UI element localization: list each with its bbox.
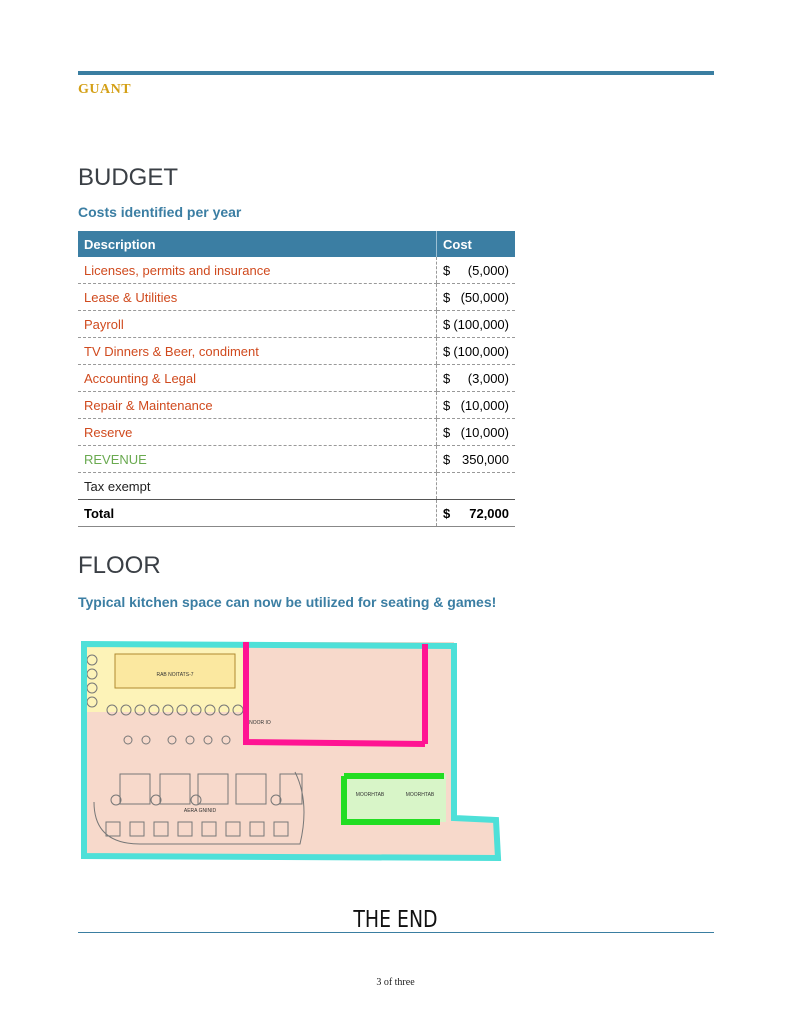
table-row: Payroll $ (100,000) [78, 310, 515, 338]
end-text: THE END [353, 907, 438, 933]
plan-label: AERA GNINID [184, 808, 217, 814]
currency: $ [443, 397, 451, 413]
amount: (100,000) [453, 343, 509, 359]
amount: (10,000) [460, 397, 509, 413]
currency: $ [443, 451, 451, 467]
description-cell: Total [78, 499, 437, 527]
amount: (50,000) [460, 289, 509, 305]
column-header: Cost [436, 231, 515, 257]
plan-label: RAB NOITATS-7 [156, 672, 193, 678]
table-row: Licenses, permits and insurance $ (5,000) [78, 257, 515, 284]
footer-rule [78, 932, 714, 933]
cost-cell: $ (3,000) [436, 364, 515, 392]
section-title: BUDGET [78, 164, 179, 191]
header-rule [78, 71, 714, 75]
amount: (10,000) [460, 424, 509, 440]
cost-cell: $350,000 [436, 445, 515, 473]
plan-label: MOORHTAB [406, 792, 435, 798]
brand: GUANT [78, 82, 132, 97]
table-row: Total $72,000 [78, 499, 515, 527]
table-row: Tax exempt [78, 472, 515, 500]
currency: $ [443, 370, 451, 386]
currency: $ [443, 289, 451, 305]
cost-cell: $72,000 [436, 499, 515, 527]
cost-cell [436, 472, 515, 500]
description-cell: Accounting & Legal [78, 364, 437, 392]
description-cell: TV Dinners & Beer, condiment [78, 337, 437, 365]
amount: 72,000 [469, 505, 509, 521]
amount: (100,000) [453, 316, 509, 332]
section-subtitle: Typical kitchen space can now be utilize… [78, 594, 497, 610]
description-cell: Payroll [78, 310, 437, 338]
cost-cell: $ (100,000) [436, 310, 515, 338]
section-title: FLOOR [78, 552, 161, 579]
currency: $ [443, 424, 451, 440]
amount: 350,000 [462, 451, 509, 467]
floor-plan: RAB NOITATS-7 NOOR IO MOORHTAB MOORHTAB … [81, 640, 502, 862]
description-cell: Licenses, permits and insurance [78, 257, 437, 284]
currency: $ [443, 343, 451, 359]
description-cell: Tax exempt [78, 472, 437, 500]
description-cell: Repair & Maintenance [78, 391, 437, 419]
plan-label: MOORHTAB [356, 792, 385, 798]
table-row: Reserve $ (10,000) [78, 418, 515, 446]
description-cell: REVENUE [78, 445, 437, 473]
table-row: Lease & Utilities $ (50,000) [78, 283, 515, 311]
currency: $ [443, 316, 451, 332]
section-subtitle: Costs identified per year [78, 204, 242, 220]
amount: (3,000) [467, 370, 509, 386]
cost-cell: $ (10,000) [436, 391, 515, 419]
table-row: Repair & Maintenance $ (10,000) [78, 391, 515, 419]
plan-label: NOOR IO [249, 720, 271, 726]
currency: $ [443, 505, 451, 521]
table-row: Accounting & Legal $ (3,000) [78, 364, 515, 392]
description-cell: Reserve [78, 418, 437, 446]
description-cell: Lease & Utilities [78, 283, 437, 311]
cost-cell: $ (5,000) [436, 257, 515, 284]
amount: (5,000) [467, 262, 509, 278]
page-number: 3 of three [376, 977, 415, 988]
table-row: TV Dinners & Beer, condiment $ (100,000) [78, 337, 515, 365]
column-header: Description [78, 231, 437, 257]
cost-cell: $ (50,000) [436, 283, 515, 311]
cost-cell: $ (10,000) [436, 418, 515, 446]
budget-table: Description Cost Licenses, permits and i… [78, 231, 515, 527]
currency: $ [443, 262, 451, 278]
cost-cell: $ (100,000) [436, 337, 515, 365]
table-row: REVENUE $350,000 [78, 445, 515, 473]
